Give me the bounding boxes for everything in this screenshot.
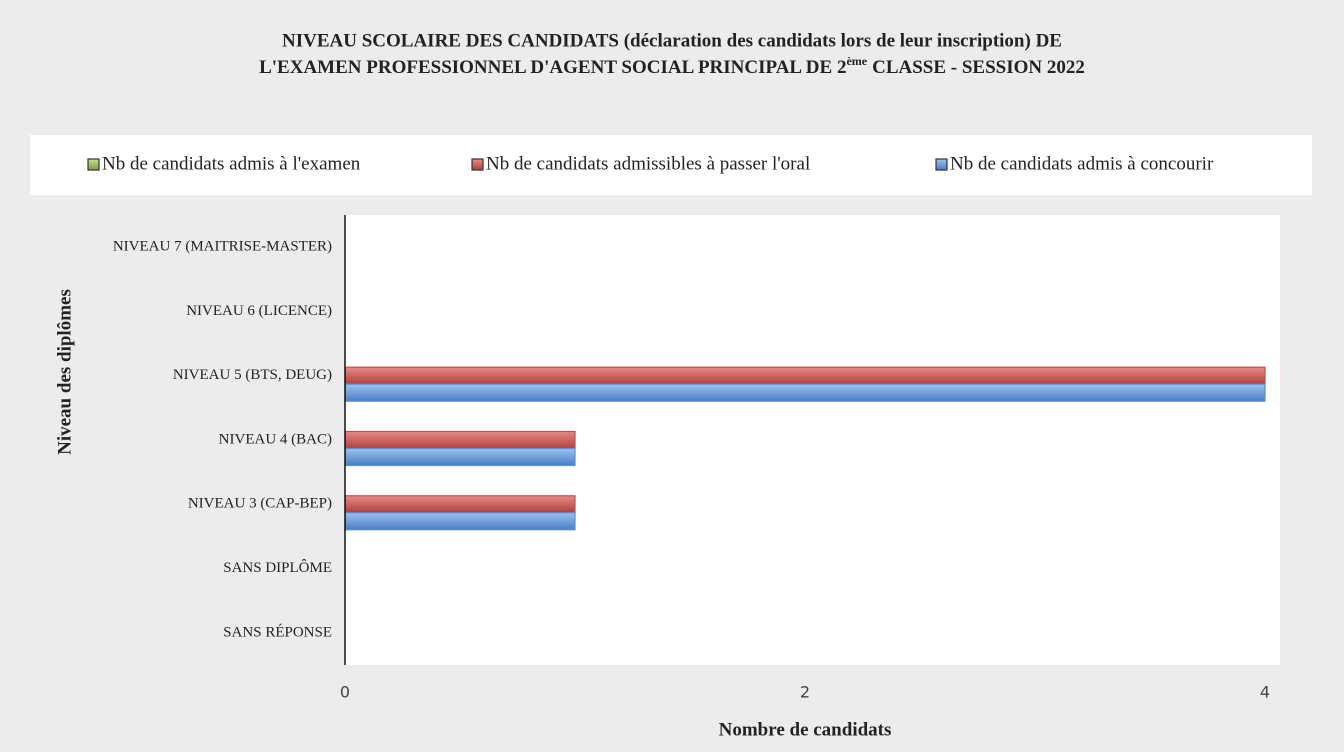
legend-label: Nb de candidats admis à l'examen xyxy=(102,153,361,174)
y-axis-label: Niveau des diplômes xyxy=(54,289,75,455)
y-tick-label: NIVEAU 4 (BAC) xyxy=(219,431,332,447)
title-part: CLASSE - SESSION 2022 xyxy=(872,57,1085,78)
legend-marker xyxy=(935,158,948,171)
title-part: L'EXAMEN PROFESSIONNEL D'AGENT SOCIAL PR… xyxy=(259,57,846,78)
x-tick-label: 4 xyxy=(1260,683,1270,702)
bar xyxy=(344,447,576,467)
bar xyxy=(344,383,1266,402)
legend-label: Nb de candidats admis à concourir xyxy=(950,153,1214,174)
y-tick-label: NIVEAU 7 (MAITRISE-MASTER) xyxy=(113,239,332,255)
y-tick-label: NIVEAU 6 (LICENCE) xyxy=(186,303,332,319)
legend-label: Nb de candidats admissibles à passer l'o… xyxy=(486,153,810,174)
bar xyxy=(344,495,576,514)
y-tick-label: NIVEAU 3 (CAP-BEP) xyxy=(188,496,332,512)
chart-title: NIVEAU SCOLAIRE DES CANDIDATS (déclarati… xyxy=(282,30,1062,51)
title-superscript: ème xyxy=(846,54,867,68)
x-tick-label: 2 xyxy=(800,683,810,702)
legend-marker xyxy=(87,158,100,171)
x-tick-label: 0 xyxy=(340,683,350,702)
bar xyxy=(344,430,576,450)
legend-marker xyxy=(471,158,484,171)
chart-title: L'EXAMEN PROFESSIONNEL D'AGENT SOCIAL PR… xyxy=(259,54,1085,79)
x-axis-label: Nombre de candidats xyxy=(719,719,892,740)
legend-box xyxy=(30,135,1312,195)
bar xyxy=(344,366,1266,385)
y-tick-label: SANS RÉPONSE xyxy=(223,623,332,640)
bar xyxy=(344,512,576,531)
y-tick-label: NIVEAU 5 (BTS, DEUG) xyxy=(173,367,332,383)
y-tick-label: SANS DIPLÔME xyxy=(223,559,332,576)
